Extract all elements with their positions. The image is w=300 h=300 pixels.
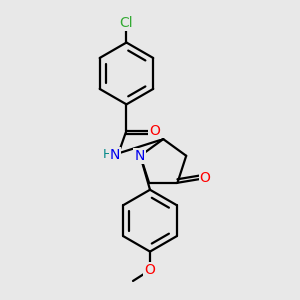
Text: Cl: Cl <box>120 16 133 30</box>
Text: O: O <box>149 124 161 138</box>
Text: N: N <box>110 148 120 162</box>
Text: H: H <box>102 148 112 161</box>
Text: N: N <box>134 149 145 163</box>
Text: O: O <box>200 171 211 185</box>
Text: O: O <box>145 263 155 277</box>
